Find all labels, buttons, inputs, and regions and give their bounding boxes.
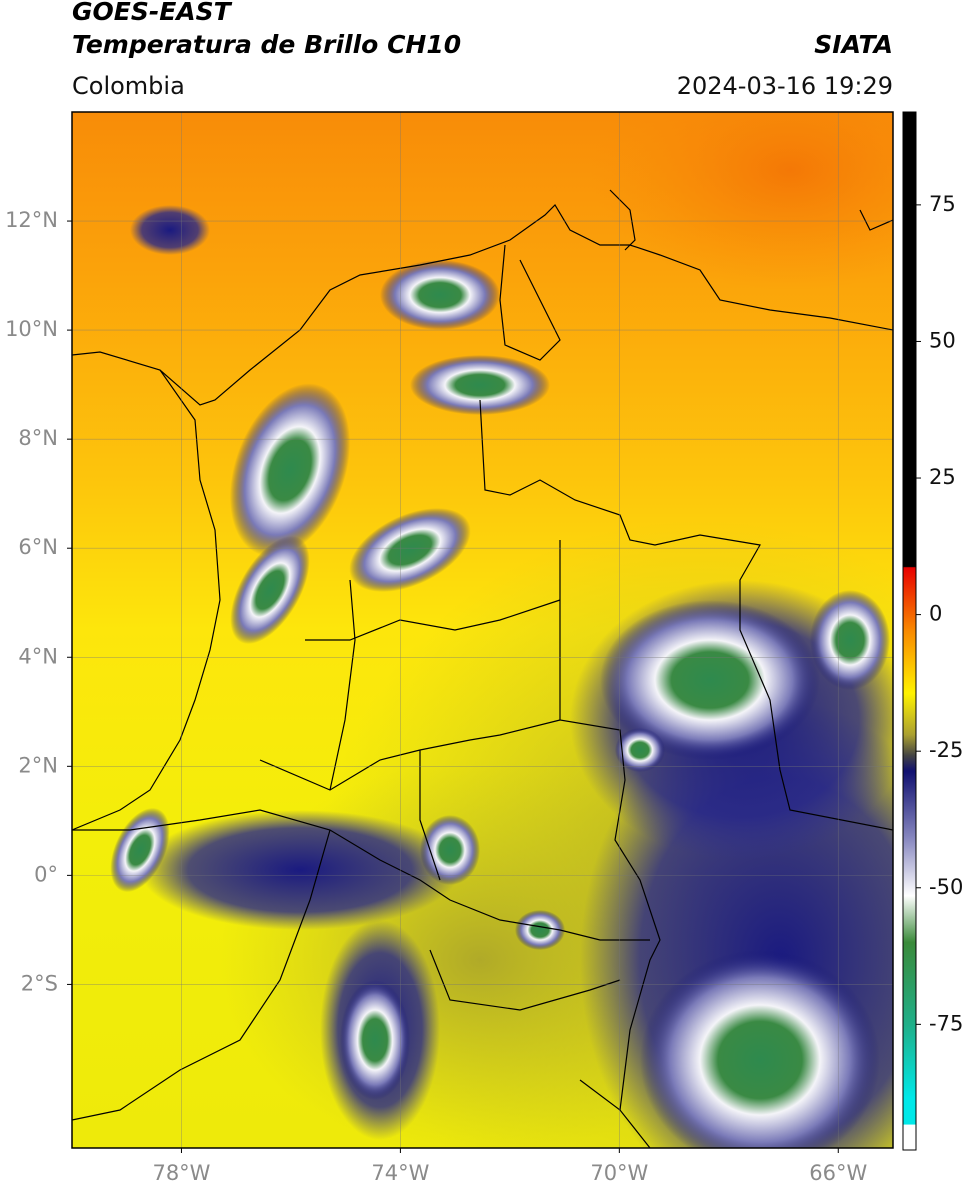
region: Colombia: [72, 72, 185, 100]
colorbar-tick-label: 0: [929, 602, 942, 626]
grid: [72, 112, 893, 1148]
y-tick-label: 0°: [34, 862, 58, 886]
x-tick-label: 70°W: [590, 1161, 648, 1185]
y-tick-label: 2°N: [18, 753, 58, 777]
x-tick-label: 74°W: [371, 1161, 429, 1185]
y-tick-label: 12°N: [5, 208, 58, 232]
y-tick-label: 2°S: [21, 971, 58, 995]
map-image: [72, 112, 893, 1148]
y-tick-label: 6°N: [18, 535, 58, 559]
datetime: 2024-03-16 19:29: [677, 72, 893, 100]
colorbar-tick-label: -25: [929, 738, 963, 762]
colorbar-tick-label: 25: [929, 465, 956, 489]
y-tick-label: 8°N: [18, 426, 58, 450]
colorbar-tick-label: 50: [929, 328, 956, 352]
y-tick-label: 10°N: [5, 317, 58, 341]
map-frame: [71, 111, 894, 1149]
source: SIATA: [814, 30, 893, 59]
colorbar-tick-label: -75: [929, 1011, 963, 1035]
y-tick-label: 4°N: [18, 644, 58, 668]
x-tick-label: 78°W: [152, 1161, 210, 1185]
colorbar-tick-label: -50: [929, 875, 963, 899]
colorbar-tick-label: 75: [929, 192, 956, 216]
colorbar: [902, 111, 917, 1151]
chart-subtitle: Temperatura de Brillo CH10: [72, 30, 461, 59]
x-tick-label: 66°W: [809, 1161, 867, 1185]
chart-title: GOES-EAST: [72, 0, 233, 26]
